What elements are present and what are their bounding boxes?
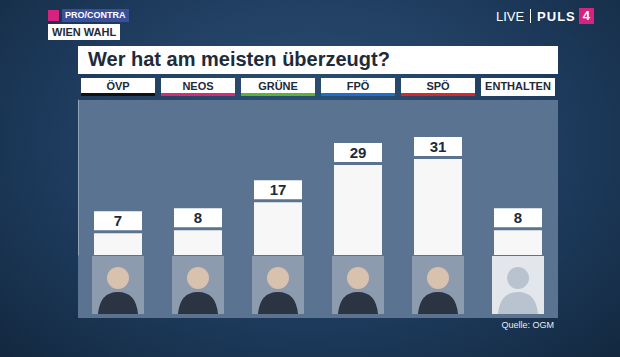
svg-text:29: 29 bbox=[350, 144, 367, 161]
svg-text:FPÖ: FPÖ bbox=[347, 80, 370, 92]
svg-text:ÖVP: ÖVP bbox=[106, 80, 129, 92]
svg-text:Wer hat am meisten überzeugt?: Wer hat am meisten überzeugt? bbox=[88, 48, 390, 70]
svg-text:ENTHALTEN: ENTHALTEN bbox=[485, 80, 551, 92]
svg-text:31: 31 bbox=[430, 138, 447, 155]
svg-text:SPÖ: SPÖ bbox=[426, 80, 450, 92]
html-text:Quelle: OGM: Quelle: OGM bbox=[501, 320, 554, 330]
svg-text:17: 17 bbox=[270, 181, 287, 198]
html-text:LIVE: LIVE bbox=[495, 8, 525, 24]
svg-text:7: 7 bbox=[114, 212, 122, 229]
html-text:PRO/CONTRA: PRO/CONTRA bbox=[65, 10, 126, 20]
html-text:PULS: PULS bbox=[537, 8, 576, 24]
svg-text:8: 8 bbox=[194, 209, 202, 226]
svg-text:8: 8 bbox=[514, 209, 522, 226]
svg-text:GRÜNE: GRÜNE bbox=[258, 80, 298, 92]
html-text:4: 4 bbox=[582, 8, 590, 23]
html-text:WIEN WAHL: WIEN WAHL bbox=[52, 26, 117, 38]
svg-text:NEOS: NEOS bbox=[182, 80, 213, 92]
